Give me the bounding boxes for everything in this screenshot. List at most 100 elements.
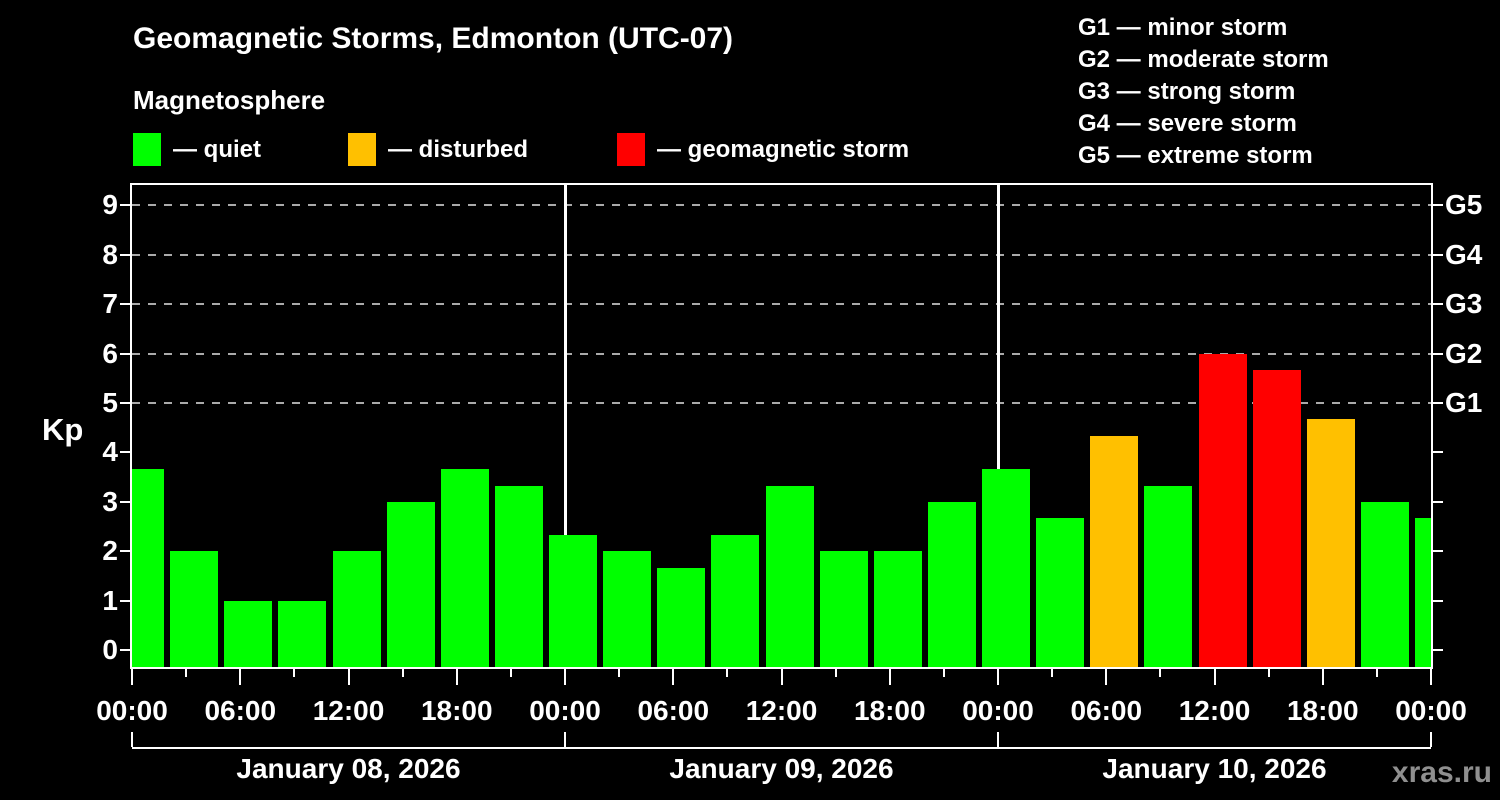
- chart-subtitle: Magnetosphere: [133, 85, 326, 115]
- kp-bar: [1415, 518, 1431, 667]
- y-tick-label: 2: [102, 535, 118, 567]
- date-bracket-tick: [1430, 732, 1432, 747]
- y-axis-tick-right: [1431, 599, 1443, 602]
- y-axis-tick-right: [1431, 649, 1443, 652]
- date-label: January 09, 2026: [669, 753, 894, 784]
- x-axis-minor-tick: [942, 667, 945, 677]
- y-axis-tick: [120, 204, 132, 207]
- x-time-label: 18:00: [420, 695, 493, 726]
- x-time-label: 12:00: [745, 695, 818, 726]
- x-time-label: 12:00: [312, 695, 385, 726]
- gridline-kp8: [132, 253, 1431, 256]
- g-level-label-g5: G5: [1445, 189, 1483, 221]
- y-axis-tick-right: [1431, 204, 1443, 207]
- y-axis-tick: [120, 253, 132, 256]
- kp-bar: [494, 485, 543, 667]
- x-time-label: 00:00: [962, 695, 1034, 726]
- y-axis-tick: [120, 550, 132, 553]
- gridline-kp5: [132, 402, 1431, 404]
- x-time-label: 00:00: [1395, 695, 1467, 726]
- kp-bar: [819, 551, 868, 667]
- quiet-color-swatch: [133, 133, 161, 166]
- x-axis-major-tick: [455, 667, 458, 685]
- g-legend-line-g1: G1 — minor storm: [1078, 14, 1288, 41]
- x-axis-minor-tick: [1159, 667, 1162, 677]
- x-time-label: 06:00: [1070, 695, 1143, 726]
- x-axis-minor-tick: [1051, 667, 1054, 677]
- legend-item-geomagnetic-storm: — geomagnetic storm: [617, 133, 909, 166]
- kp-bar: [711, 535, 760, 667]
- y-axis-tick-right: [1431, 352, 1443, 355]
- x-axis-minor-tick: [1267, 667, 1270, 677]
- kp-bar: [1252, 369, 1301, 667]
- g-legend-line-g3: G3 — strong storm: [1078, 78, 1296, 105]
- day-boundary-line: [996, 185, 1000, 667]
- g-level-label-g2: G2: [1445, 337, 1483, 369]
- legend-item-label: — disturbed: [388, 136, 529, 163]
- y-tick-label: 4: [102, 436, 118, 468]
- plot-area: 0 1 2 3 4 5 6 7 8 9 G1 G2 G3 G4 G5 00:00 06:00 12:00 18:00…: [96, 183, 1482, 784]
- y-tick-label: 7: [102, 288, 118, 320]
- kp-bar: [657, 567, 706, 667]
- x-axis-minor-tick: [293, 667, 296, 677]
- x-time-label: 18:00: [1286, 695, 1359, 726]
- watermark: xras.ru: [1391, 756, 1492, 789]
- x-axis-minor-tick: [618, 667, 621, 677]
- y-axis-label: Kp: [42, 412, 84, 447]
- y-tick-label: 8: [102, 238, 118, 270]
- gridline-kp6: [132, 352, 1431, 355]
- g-legend-line-g2: G2 — moderate storm: [1078, 46, 1329, 73]
- y-axis-tick: [120, 303, 132, 306]
- x-axis-major-tick: [564, 667, 566, 685]
- gridline-kp7: [132, 303, 1431, 306]
- y-axis-tick-right: [1431, 451, 1443, 454]
- kp-bar: [440, 468, 489, 667]
- x-time-label: 06:00: [637, 695, 710, 726]
- kp-bar: [873, 551, 922, 667]
- kp-bar: [603, 551, 652, 667]
- y-axis-tick-right: [1431, 550, 1443, 553]
- date-bracket-line: [132, 747, 1431, 749]
- x-axis-major-tick: [1321, 667, 1324, 685]
- g-level-label-g4: G4: [1445, 238, 1483, 270]
- bars-layer: [132, 185, 1431, 667]
- geomagnetic-color-swatch: [617, 133, 645, 166]
- y-tick-label: 3: [102, 485, 118, 517]
- kp-bar: [1198, 353, 1247, 667]
- date-bracket-tick: [564, 732, 566, 747]
- x-axis-minor-tick: [401, 667, 404, 677]
- kp-bar: [132, 468, 164, 667]
- x-axis-major-tick: [1105, 667, 1108, 685]
- x-time-label: 18:00: [853, 695, 926, 726]
- y-tick-label: 9: [102, 189, 118, 221]
- legend-item-quiet: — quiet: [133, 133, 261, 166]
- x-time-label: 00:00: [96, 695, 168, 726]
- kp-bar: [1360, 501, 1409, 667]
- kp-bar: [982, 468, 1030, 667]
- kp-bar: [1144, 485, 1193, 667]
- kp-bar: [765, 485, 814, 667]
- x-axis-minor-tick: [185, 667, 188, 677]
- legend-item-label: — quiet: [173, 136, 261, 163]
- y-axis-tick: [120, 599, 132, 602]
- y-axis-tick-right: [1431, 500, 1443, 503]
- kp-bar: [1306, 419, 1355, 667]
- kp-bar: [278, 600, 327, 667]
- g-legend-line-g4: G4 — severe storm: [1078, 110, 1297, 137]
- y-axis-tick: [120, 500, 132, 503]
- date-bracket-tick: [131, 732, 133, 747]
- x-time-label: 06:00: [204, 695, 277, 726]
- y-axis-tick-right: [1431, 303, 1443, 306]
- chart-title: Geomagnetic Storms, Edmonton (UTC-07): [133, 22, 734, 55]
- x-axis-major-tick: [997, 667, 999, 685]
- x-axis-major-tick: [347, 667, 350, 685]
- x-axis-major-tick: [131, 667, 133, 685]
- kp-bar: [170, 551, 219, 667]
- g-legend-line-g5: G5 — extreme storm: [1078, 142, 1313, 169]
- x-axis-minor-tick: [1375, 667, 1378, 677]
- y-axis-tick: [120, 352, 132, 355]
- x-axis-major-tick: [1430, 667, 1432, 685]
- g-level-label-g1: G1: [1445, 387, 1483, 418]
- x-axis-major-tick: [780, 667, 783, 685]
- x-time-label: 00:00: [529, 695, 601, 726]
